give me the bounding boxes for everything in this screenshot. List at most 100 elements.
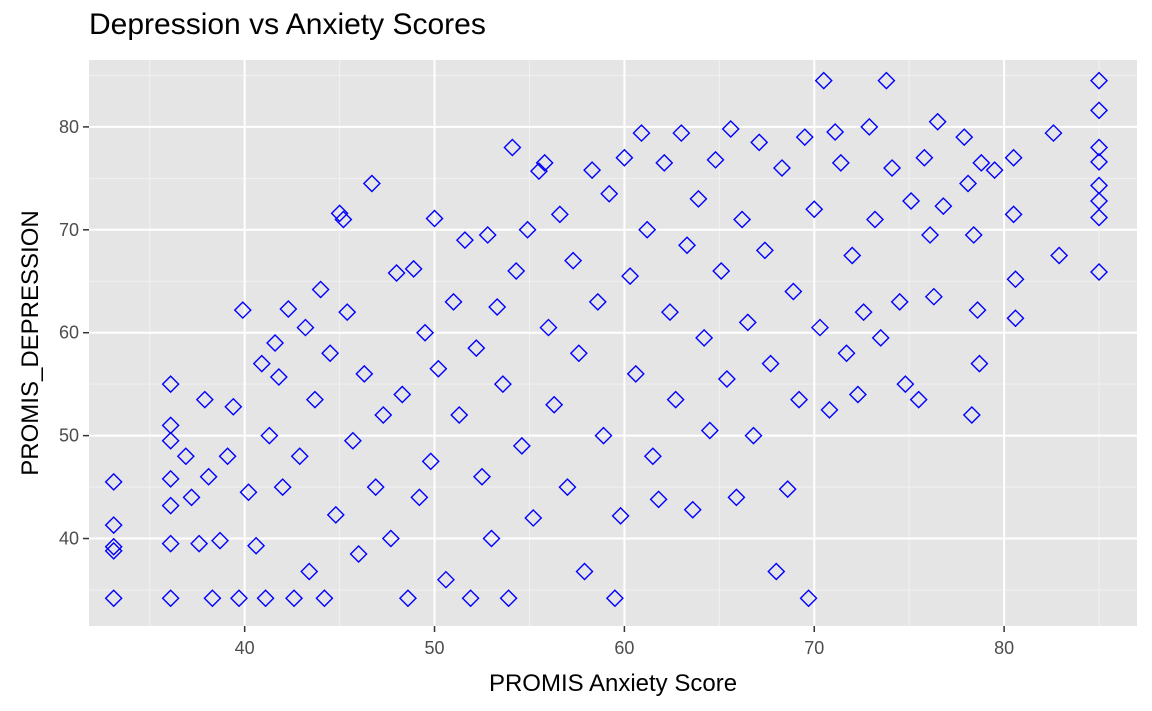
data-point xyxy=(826,123,845,142)
data-point xyxy=(805,200,824,219)
data-point xyxy=(161,534,180,553)
y-axis-ticks: 40 50 60 70 80 xyxy=(59,117,89,549)
data-point xyxy=(575,562,594,581)
data-point xyxy=(176,447,195,466)
data-point xyxy=(877,71,896,90)
data-point xyxy=(605,589,624,608)
data-point xyxy=(655,153,674,172)
data-point xyxy=(924,287,943,306)
data-point xyxy=(362,174,381,193)
data-point xyxy=(300,562,319,581)
x-tick-label: 60 xyxy=(614,638,634,658)
data-point xyxy=(755,241,774,260)
data-point xyxy=(583,161,602,180)
data-point xyxy=(866,210,884,229)
data-point xyxy=(499,589,518,608)
data-point xyxy=(660,303,679,322)
data-point xyxy=(279,300,298,319)
y-tick-label: 40 xyxy=(59,529,79,549)
data-point xyxy=(404,259,423,278)
data-point xyxy=(611,506,630,525)
data-point xyxy=(860,117,879,136)
data-point xyxy=(1090,138,1109,157)
data-point xyxy=(493,375,512,394)
data-point xyxy=(416,323,435,342)
data-point xyxy=(488,297,507,316)
grid-major xyxy=(89,60,1137,626)
data-point xyxy=(461,589,480,608)
data-point xyxy=(733,210,752,229)
x-tick-label: 70 xyxy=(804,638,824,658)
data-point xyxy=(810,318,829,337)
data-point xyxy=(672,124,691,143)
data-point xyxy=(632,124,651,143)
data-point xyxy=(239,483,258,502)
data-point xyxy=(398,589,417,608)
data-point xyxy=(767,562,786,581)
data-point xyxy=(985,161,1004,180)
y-axis-title: PROMIS_DEPRESSION xyxy=(17,210,44,475)
data-point xyxy=(772,159,791,178)
data-point xyxy=(161,469,180,488)
data-point xyxy=(831,153,850,172)
data-point xyxy=(1044,124,1063,143)
data-point xyxy=(229,589,248,608)
data-point xyxy=(820,400,839,419)
data-point xyxy=(104,472,123,491)
data-point xyxy=(550,205,569,224)
data-point xyxy=(972,153,991,172)
data-point xyxy=(269,367,288,386)
data-point xyxy=(315,589,334,608)
data-point xyxy=(224,397,243,416)
data-points xyxy=(104,71,1109,608)
data-point xyxy=(321,344,340,363)
data-point xyxy=(211,531,229,550)
data-point xyxy=(330,204,349,223)
data-point xyxy=(588,292,607,311)
data-point xyxy=(285,589,304,608)
data-point xyxy=(545,395,564,414)
data-point xyxy=(355,364,374,383)
data-point xyxy=(1090,152,1109,171)
data-point xyxy=(968,301,987,320)
y-tick-label: 50 xyxy=(59,426,79,446)
data-point xyxy=(252,354,271,373)
data-point xyxy=(374,406,393,425)
plot-panel xyxy=(89,60,1137,626)
data-point xyxy=(203,589,222,608)
data-point xyxy=(1090,263,1109,281)
data-point xyxy=(921,225,940,244)
data-point xyxy=(784,282,803,301)
data-point xyxy=(529,162,548,181)
data-point xyxy=(962,406,981,425)
data-point xyxy=(535,153,554,172)
y-tick-label: 70 xyxy=(59,220,79,240)
data-point xyxy=(695,328,714,347)
data-point xyxy=(421,452,440,471)
data-point xyxy=(959,174,978,193)
data-point xyxy=(1090,101,1109,120)
y-tick-label: 60 xyxy=(59,323,79,343)
data-point xyxy=(955,128,974,147)
data-point xyxy=(349,544,368,563)
data-point xyxy=(883,159,902,178)
x-tick-label: 50 xyxy=(425,638,445,658)
data-point xyxy=(518,220,537,239)
data-point xyxy=(643,447,662,466)
data-point xyxy=(700,421,719,440)
data-point xyxy=(750,133,769,152)
data-point xyxy=(161,589,180,608)
data-point xyxy=(199,467,218,486)
data-point xyxy=(678,236,697,255)
data-point xyxy=(305,390,324,409)
data-point xyxy=(366,478,385,497)
x-axis-title: PROMIS Anxiety Score xyxy=(489,670,737,697)
data-point xyxy=(455,231,474,250)
data-point xyxy=(436,570,455,589)
data-point xyxy=(666,390,685,409)
data-point xyxy=(473,467,491,486)
data-point xyxy=(296,318,315,337)
data-point xyxy=(1006,309,1025,328)
data-point xyxy=(727,488,746,507)
